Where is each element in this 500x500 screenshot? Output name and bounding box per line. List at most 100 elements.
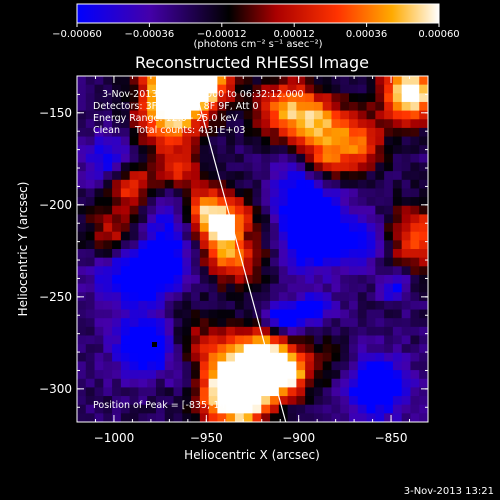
heatmap-cell <box>94 205 104 215</box>
heatmap-cell <box>120 197 131 207</box>
heatmap-cell <box>392 93 403 103</box>
heatmap-cell <box>120 257 131 267</box>
heatmap-cell <box>182 283 192 293</box>
heatmap-cell <box>357 266 368 276</box>
heatmap-cell <box>375 387 385 397</box>
heatmap-cell <box>129 214 139 224</box>
heatmap-cell <box>103 197 113 207</box>
heatmap-cell <box>217 240 227 250</box>
heatmap-cell <box>419 413 428 422</box>
heatmap-cell <box>401 101 411 112</box>
heatmap-cell <box>261 283 271 293</box>
heatmap-cell <box>252 205 262 215</box>
heatmap-cell <box>322 171 332 181</box>
heatmap-cell <box>305 197 315 207</box>
heatmap-cell <box>85 335 96 345</box>
solar-limb-line <box>190 76 287 422</box>
heatmap-cell <box>120 231 131 241</box>
heatmap-cell <box>252 162 262 172</box>
heatmap-cell <box>366 76 376 86</box>
heatmap-cell <box>366 318 376 328</box>
heatmap-cell <box>349 283 359 293</box>
heatmap-cell <box>366 404 376 414</box>
heatmap-cell <box>208 119 218 129</box>
heatmap-cell <box>349 127 359 138</box>
heatmap-cell <box>103 93 113 103</box>
heatmap-cell <box>243 240 253 250</box>
heatmap-cell <box>164 214 175 224</box>
heatmap-cell <box>305 153 315 163</box>
heatmap-cell <box>243 396 253 406</box>
heatmap-cell <box>120 240 131 250</box>
heatmap-cell <box>384 326 394 336</box>
heatmap-cell <box>85 274 96 285</box>
heatmap-cell <box>375 240 385 250</box>
heatmap-cell <box>287 257 297 267</box>
heatmap-cell <box>270 101 280 112</box>
colorbar-tick-label: −0.00036 <box>125 29 175 40</box>
heatmap-cell <box>305 413 315 422</box>
heatmap-cell <box>155 335 166 345</box>
heatmap-cell <box>313 76 324 86</box>
heatmap-cell <box>182 318 192 328</box>
heatmap-cell <box>410 110 420 120</box>
heatmap-cell <box>296 110 306 120</box>
x-tick-label: −850 <box>375 431 408 445</box>
heatmap-cell <box>410 101 420 112</box>
heatmap-cell <box>331 396 341 406</box>
heatmap-cell <box>182 274 192 285</box>
heatmap-cell <box>357 223 368 233</box>
heatmap-cell <box>85 404 96 414</box>
heatmap-cell <box>410 188 420 198</box>
heatmap-cell <box>182 249 192 259</box>
heatmap-cell <box>147 171 157 181</box>
heatmap-cell <box>120 249 131 259</box>
heatmap-cell <box>129 352 139 362</box>
heatmap-cell <box>77 119 87 129</box>
heatmap-cell <box>261 387 271 397</box>
heatmap-cell <box>155 110 166 120</box>
heatmap-cell <box>375 153 385 163</box>
heatmap-cell <box>77 274 87 285</box>
heatmap-cell <box>340 370 350 380</box>
heatmap-cell <box>305 370 315 380</box>
heatmap-cell <box>243 93 253 103</box>
heatmap-cell <box>261 370 271 380</box>
heatmap-cell <box>375 352 385 362</box>
heatmap-cell <box>77 205 87 215</box>
heatmap-cell <box>120 188 131 198</box>
heatmap-cell <box>173 274 183 285</box>
heatmap-cell <box>401 223 411 233</box>
heatmap-cell <box>234 318 245 328</box>
heatmap-cell <box>94 214 104 224</box>
heatmap-cell <box>261 93 271 103</box>
heatmap-cell <box>199 335 210 345</box>
heatmap-cell <box>278 370 289 380</box>
heatmap-cell <box>112 205 122 215</box>
heatmap-cell <box>182 378 192 388</box>
heatmap-cell <box>419 344 428 354</box>
heatmap-cell <box>112 396 122 406</box>
heatmap-cell <box>112 370 122 380</box>
heatmap-cell <box>384 370 394 380</box>
heatmap-cell <box>120 318 131 328</box>
heatmap-cell <box>155 361 166 371</box>
heatmap-cell <box>94 344 104 354</box>
heatmap-cell <box>85 171 96 181</box>
heatmap-cell <box>340 300 350 311</box>
heatmap-cell <box>410 179 420 189</box>
heatmap-cell <box>217 396 227 406</box>
heatmap-cell <box>349 335 359 345</box>
heatmap-cell <box>296 93 306 103</box>
heatmap-cell <box>313 283 324 293</box>
heatmap-cell <box>296 257 306 267</box>
heatmap-cell <box>155 249 166 259</box>
heatmap-cell <box>103 413 113 422</box>
heatmap-cell <box>375 171 385 181</box>
heatmap-cell <box>392 119 403 129</box>
heatmap-cell <box>278 101 289 112</box>
heatmap-cell <box>296 326 306 336</box>
heatmap-cell <box>401 318 411 328</box>
heatmap-cell <box>296 283 306 293</box>
heatmap-cell <box>243 136 253 146</box>
